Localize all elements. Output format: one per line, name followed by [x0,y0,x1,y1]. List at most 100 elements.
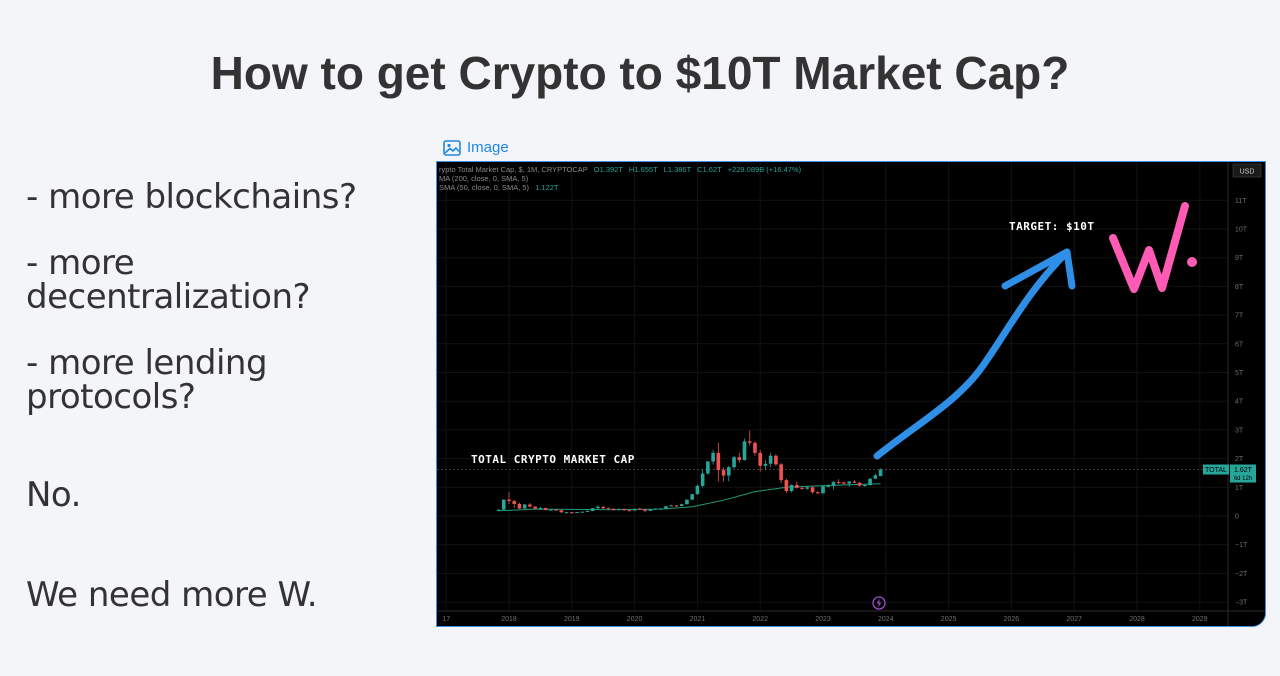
x-tick-label: 2020 [627,616,643,623]
price-tag-label: TOTAL [1205,467,1227,474]
candle [868,478,872,486]
candle [632,508,637,511]
candle [789,484,794,493]
candle [774,454,778,466]
y-tick-label: 8T [1235,284,1244,291]
image-chip-label: Image [467,139,509,156]
header-open: O1.392T [594,165,624,174]
candle [522,503,527,509]
currency-badge-label: USD [1240,169,1255,176]
candle [606,507,611,510]
x-axis: 17 2018 2019 2020 2021 2022 2023 2024 2025 2026 20… [442,616,1207,623]
candle [664,505,668,509]
image-chip[interactable]: Image [443,139,509,156]
candle [570,511,574,514]
candle [564,511,569,514]
candle [643,509,647,513]
candle [831,480,836,490]
x-tick-label: 2018 [501,616,517,623]
candle [732,455,736,469]
candle [826,483,831,488]
candle [653,508,658,510]
candle [601,506,605,510]
x-tick-label: 2027 [1066,616,1082,623]
candle [501,499,506,510]
candle [575,511,579,513]
candle [622,508,626,511]
candle [669,504,674,507]
bullet-more-blockchains: - more blockchains? [26,177,357,217]
candle [857,482,862,487]
arrow-annotation [873,248,1076,460]
candle [517,502,522,510]
candle [533,506,537,510]
candle [590,507,595,512]
y-tick-label: 9T [1235,255,1244,262]
header-close: C1.62T [697,165,722,174]
svg-text:SMA (50, close, 0, SMA, 5): SMA (50, close, 0, SMA, 5) 1.122T [439,183,559,192]
y-tick-label: 6T [1235,341,1244,348]
candle [821,485,825,494]
candle [763,460,768,471]
candle [878,468,883,477]
candle [747,430,752,446]
bullet-more-lending-protocols: - more lending protocols? [26,343,268,417]
candle [690,493,694,501]
candle [554,509,558,511]
candle [810,485,815,494]
candle [596,505,600,509]
x-tick-label: 17 [442,616,450,623]
candle [737,452,742,463]
candle [805,486,810,490]
header-low: L1.386T [664,165,692,174]
bullet-no: No. [26,475,81,515]
candle [795,481,799,489]
candle [711,449,715,465]
header-series-name: rypto Total Market Cap, $, 1M, CRYPTOCAP [439,165,588,174]
y-tick-label: 5T [1235,370,1244,377]
candle [758,449,762,472]
candle [863,484,867,487]
header-sma50: SMA (50, close, 0, SMA, 5) [439,183,530,192]
x-tick-label: 2028 [1129,616,1145,623]
image-icon [443,139,461,156]
chart-image-frame[interactable]: 11T 10T 9T 8T 7T 6T 5T 4T 3T 2T 1T 0 −1T −2T −3T 17 201… [436,161,1266,627]
lightning-icon[interactable] [872,596,886,610]
candle [873,473,878,480]
candle [685,499,689,505]
y-axis: 11T 10T 9T 8T 7T 6T 5T 4T 3T 2T 1T 0 −1T −2T −3T [1235,198,1248,607]
x-tick-label: 2025 [941,616,957,623]
x-tick-label: 2023 [815,616,831,623]
candle [847,480,851,487]
slide-title: How to get Crypto to $10T Market Cap? [210,47,1070,99]
w-mark: W. [1109,202,1197,293]
candle [528,503,532,508]
header-ma200: MA (200, close, 0, SMA, 5) [439,174,529,183]
candle [617,508,621,511]
header-sma50-value: 1.122T [535,183,559,192]
y-tick-label: −1T [1235,542,1248,549]
x-tick-label: 2021 [690,616,706,623]
bullet-we-need-more-w: We need more W. [26,575,318,615]
candle [815,491,820,494]
y-tick-label: 1T [1235,485,1244,492]
candle [753,441,757,456]
candle [549,509,553,511]
candle [721,467,726,482]
candle [507,492,511,504]
y-tick-label: −2T [1235,571,1248,578]
candle [543,507,548,511]
price-tag-value: 1.62T [1234,467,1253,474]
candle [585,510,590,512]
candle [496,509,501,512]
sma-line [498,483,881,512]
candle [700,469,705,488]
svg-text:rypto Total Market Cap, $, 1M,: rypto Total Market Cap, $, 1M, CRYPTOCAP… [439,165,802,174]
currency-badge[interactable]: USD [1232,163,1262,178]
candle [658,507,663,510]
candle [716,442,721,482]
x-tick-label: 2022 [752,616,768,623]
x-tick-label: 2024 [878,616,894,623]
y-tick-label: 0 [1235,514,1239,521]
candle [836,479,841,484]
